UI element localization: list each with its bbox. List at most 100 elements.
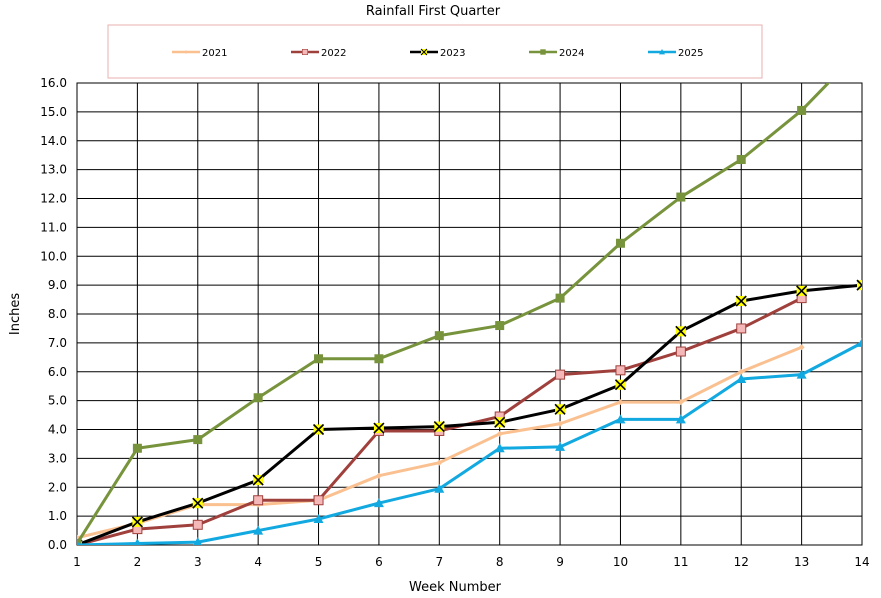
x-tick-label: 1 [73, 555, 81, 569]
legend-item-2023: 2023 [410, 48, 465, 59]
data-point-2024 [253, 393, 263, 403]
x-tick-label: 14 [854, 555, 869, 569]
data-point-2023 [796, 285, 808, 297]
legend-item-2025: 2025 [648, 48, 703, 59]
x-tick-label: 3 [194, 555, 202, 569]
data-point-2021 [375, 472, 382, 479]
chart-title: Rainfall First Quarter [366, 4, 501, 19]
data-point-2023 [373, 422, 385, 434]
legend-item-2022: 2022 [291, 48, 346, 59]
y-tick-label: 2.0 [48, 480, 67, 494]
y-tick-label: 15.0 [40, 105, 67, 119]
data-point-2023 [856, 279, 862, 291]
data-point-2023 [735, 295, 747, 307]
data-point-2021 [496, 430, 503, 437]
data-point-2023 [252, 474, 264, 486]
y-tick-label: 7.0 [48, 336, 67, 350]
data-point-2022 [615, 365, 626, 376]
legend-label: 2024 [559, 48, 584, 59]
y-tick-label: 14.0 [40, 134, 67, 148]
y-tick-label: 1.0 [48, 509, 67, 523]
data-point-2024 [615, 238, 625, 248]
data-point-2024 [797, 105, 807, 115]
y-tick-label: 4.0 [48, 423, 67, 437]
legend-label: 2023 [440, 48, 465, 59]
x-axis-label: Week Number [409, 580, 502, 595]
data-point-2021 [798, 344, 805, 351]
data-point-2023 [614, 379, 627, 391]
legend: 2021 2022 2023 2024 2025 [172, 48, 703, 59]
legend-marker [659, 49, 665, 55]
data-point-2025 [615, 414, 626, 424]
data-point-2024 [676, 192, 686, 202]
series-line-2023 [77, 283, 862, 545]
y-tick-label: 12.0 [40, 192, 67, 206]
series-2024 [77, 44, 867, 545]
legend-item-2024: 2024 [529, 48, 584, 59]
x-tick-label: 6 [375, 555, 383, 569]
x-tick-label: 11 [673, 555, 688, 569]
legend-marker [540, 49, 546, 55]
data-point-2025 [675, 414, 686, 424]
data-point-2022 [555, 369, 566, 380]
series-layer [77, 44, 867, 545]
series-2023 [77, 279, 862, 545]
data-point-2024 [193, 435, 203, 445]
data-point-2025 [77, 540, 80, 545]
data-point-2022 [736, 323, 747, 334]
legend-label: 2025 [678, 48, 703, 59]
series-line-2024 [77, 83, 831, 545]
data-point-2025 [494, 443, 505, 453]
x-tick-label: 12 [734, 555, 749, 569]
data-point-2021 [557, 420, 564, 427]
series-line-2025 [77, 341, 862, 545]
y-tick-label: 11.0 [40, 220, 67, 234]
data-point-2021 [677, 399, 684, 406]
y-axis-label: Inches [8, 293, 23, 335]
data-point-2022 [192, 519, 203, 530]
data-point-2024 [495, 321, 505, 331]
y-tick-label: 13.0 [40, 163, 67, 177]
data-point-2025 [313, 514, 324, 524]
data-point-2025 [796, 369, 807, 379]
legend-item-2021: 2021 [172, 48, 227, 59]
x-tick-label: 9 [556, 555, 564, 569]
x-tick-label: 10 [613, 555, 628, 569]
data-point-2024 [374, 354, 384, 364]
y-tick-label: 10.0 [40, 249, 67, 263]
data-point-2024 [132, 443, 142, 453]
data-point-2023 [433, 421, 445, 433]
data-point-2022 [313, 495, 324, 506]
data-point-2025 [373, 498, 384, 508]
data-point-2024 [736, 155, 746, 165]
data-point-2023 [131, 516, 143, 528]
data-point-2025 [736, 373, 747, 383]
data-point-2024 [314, 354, 324, 364]
x-tick-label: 13 [794, 555, 809, 569]
legend-label: 2021 [202, 48, 227, 59]
x-tick-label: 2 [134, 555, 142, 569]
legend-label: 2022 [321, 48, 346, 59]
data-point-2024 [858, 44, 867, 53]
data-point-2025 [193, 537, 203, 545]
data-point-2021 [617, 399, 624, 406]
data-point-2025 [434, 483, 445, 493]
x-tick-label: 5 [315, 555, 323, 569]
legend-marker [420, 48, 428, 56]
data-point-2021 [436, 459, 443, 466]
y-axis-ticks: 0.0 1.0 2.0 3.0 4.0 5.0 6.0 7.0 8.0 9.0 10.0 11.0 12… [40, 76, 67, 552]
x-axis-ticks: 1 2 3 4 5 6 7 8 9 10 11 12 13 14 [73, 555, 869, 569]
y-tick-label: 9.0 [48, 278, 67, 292]
x-tick-label: 8 [496, 555, 504, 569]
data-point-2024 [77, 539, 82, 545]
data-point-2025 [857, 337, 862, 347]
data-point-2025 [253, 525, 264, 535]
data-point-2021 [738, 368, 745, 375]
legend-marker [302, 49, 309, 56]
data-point-2022 [675, 346, 686, 357]
data-point-2023 [554, 403, 566, 415]
y-tick-label: 3.0 [48, 451, 67, 465]
data-point-2025 [133, 538, 141, 545]
series-2025 [77, 337, 862, 545]
